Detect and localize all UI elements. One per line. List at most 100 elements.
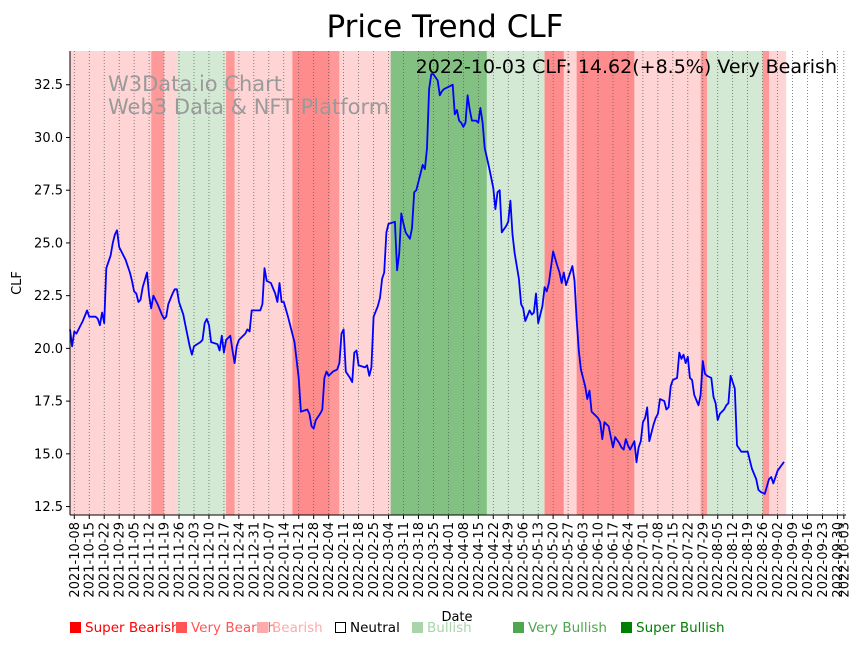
x-tick-label: 2022-09-02 (771, 522, 786, 598)
x-tick-label: 2022-04-22 (487, 522, 502, 598)
band-bearish (91, 51, 152, 515)
x-tick-label: 2022-01-07 (262, 522, 277, 598)
legend-label: Very Bullish (528, 620, 607, 636)
x-tick-label: 2022-02-04 (322, 522, 337, 598)
x-tick-label: 2022-02-18 (352, 522, 367, 598)
x-tick-label: 2022-04-08 (457, 522, 472, 598)
x-axis-label: Date (441, 610, 472, 625)
x-tick-label: 2022-07-22 (681, 522, 696, 598)
x-tick-label: 2022-02-25 (367, 522, 382, 598)
band-bearish (339, 51, 391, 515)
watermark-line-2: Web3 Data & NFT Platform (108, 95, 389, 119)
x-tick-label: 2022-09-09 (786, 522, 801, 598)
x-tick-label: 2022-07-29 (696, 522, 711, 598)
band-very-bearish (330, 51, 340, 515)
band-bearish (70, 51, 92, 515)
legend-swatch (335, 622, 346, 633)
legend-label: Bullish (427, 620, 472, 636)
band-very-bullish (390, 51, 487, 515)
x-tick-label: 2022-08-26 (756, 522, 771, 598)
price-line (69, 73, 785, 495)
x-tick-label: 2022-06-24 (621, 522, 636, 598)
x-tick-label: 2022-06-03 (577, 522, 592, 598)
x-tick-label: 2021-10-15 (83, 522, 98, 598)
x-tick-label: 2022-08-19 (741, 522, 756, 598)
legend-swatch (257, 622, 268, 633)
x-tick-label: 2021-11-05 (128, 522, 143, 598)
x-tick-label: 2022-03-11 (397, 522, 412, 598)
x-tick-label: 2022-01-28 (307, 522, 322, 598)
x-tick-label: 2022-07-01 (636, 522, 651, 598)
chart-title: Price Trend CLF (327, 9, 564, 45)
x-tick-label: 2022-04-15 (472, 522, 487, 598)
legend-swatch (621, 622, 632, 633)
legend-swatch (513, 622, 524, 633)
x-tick-label: 2022-05-13 (532, 522, 547, 598)
x-tick-label: 2021-12-03 (187, 522, 202, 598)
band-bullish (176, 51, 227, 515)
band-very-bearish (226, 51, 235, 515)
x-tick-label: 2022-10-03 (837, 522, 852, 598)
x-tick-label: 2022-06-10 (592, 522, 607, 598)
band-bearish (634, 51, 648, 515)
x-tick-label: 2022-09-30 (831, 522, 846, 598)
axes (69, 51, 846, 516)
band-super-bearish (576, 51, 635, 515)
x-tick-label: 2022-05-27 (562, 522, 577, 598)
x-tick-label: 2022-03-18 (412, 522, 427, 598)
band-bearish (164, 51, 177, 515)
legend: Super Bearish Very Bearish Bearish Neutr… (70, 620, 770, 638)
band-super-bearish (544, 51, 564, 515)
y-ticks: 12.5 15.0 17.5 20.0 22.5 25.0 27.5 30.0 32.5 (34, 78, 70, 515)
legend-item-bearish: Bearish (257, 620, 323, 636)
x-tick-label: 2021-12-10 (202, 522, 217, 598)
x-tick-label: 2022-05-06 (517, 522, 532, 598)
band-very-bearish (700, 51, 708, 515)
x-tick-label: 2022-04-01 (442, 522, 457, 598)
legend-swatch (176, 622, 187, 633)
x-tick-label: 2021-11-26 (173, 522, 188, 598)
legend-label: Very Bearish (191, 620, 277, 636)
y-tick-label: 15.0 (34, 447, 63, 462)
sentiment-bands (70, 51, 787, 515)
y-tick-label: 30.0 (34, 131, 63, 146)
band-bearish (563, 51, 577, 515)
band-very-bearish (762, 51, 770, 515)
legend-label: Super Bullish (636, 620, 725, 636)
band-bullish (486, 51, 545, 515)
x-tick-label: 2022-09-16 (801, 522, 816, 598)
latest-price-annotation: 2022-10-03 CLF: 14.62(+8.5%) Very Bearis… (416, 56, 837, 78)
legend-item-super-bearish: Super Bearish (70, 620, 180, 636)
x-tick-label: 2022-06-17 (606, 522, 621, 598)
x-tick-label: 2021-10-29 (113, 522, 128, 598)
band-very-bearish (151, 51, 165, 515)
x-tick-label: 2022-08-12 (726, 522, 741, 598)
x-ticks: 2021-10-08 2021-10-15 2021-10-22 2021-10-29… (68, 515, 852, 598)
legend-item-neutral: Neutral (335, 620, 400, 636)
x-tick-label: 2022-02-11 (337, 522, 352, 598)
y-axis-label: CLF (10, 271, 25, 295)
x-tick-label: 2021-12-17 (217, 522, 232, 598)
band-bearish (647, 51, 701, 515)
y-tick-label: 22.5 (34, 289, 63, 304)
x-tick-label: 2022-01-21 (292, 522, 307, 598)
y-tick-label: 12.5 (34, 500, 63, 515)
y-tick-label: 20.0 (34, 342, 63, 357)
legend-swatch (412, 622, 423, 633)
x-tick-label: 2021-11-19 (158, 522, 173, 598)
x-tick-label: 2021-10-08 (68, 522, 83, 598)
legend-item-bullish: Bullish (412, 620, 472, 636)
x-tick-label: 2022-01-14 (277, 522, 292, 598)
y-tick-label: 32.5 (34, 78, 63, 93)
x-tick-label: 2022-07-08 (651, 522, 666, 598)
band-super-bearish (292, 51, 331, 515)
legend-item-very-bullish: Very Bullish (513, 620, 607, 636)
y-tick-label: 17.5 (34, 395, 63, 410)
x-tick-label: 2022-09-23 (816, 522, 831, 598)
x-tick-label: 2022-03-25 (427, 522, 442, 598)
x-tick-label: 2022-04-29 (502, 522, 517, 598)
legend-item-super-bullish: Super Bullish (621, 620, 725, 636)
legend-label: Super Bearish (85, 620, 180, 636)
x-tick-label: 2021-12-31 (247, 522, 262, 598)
